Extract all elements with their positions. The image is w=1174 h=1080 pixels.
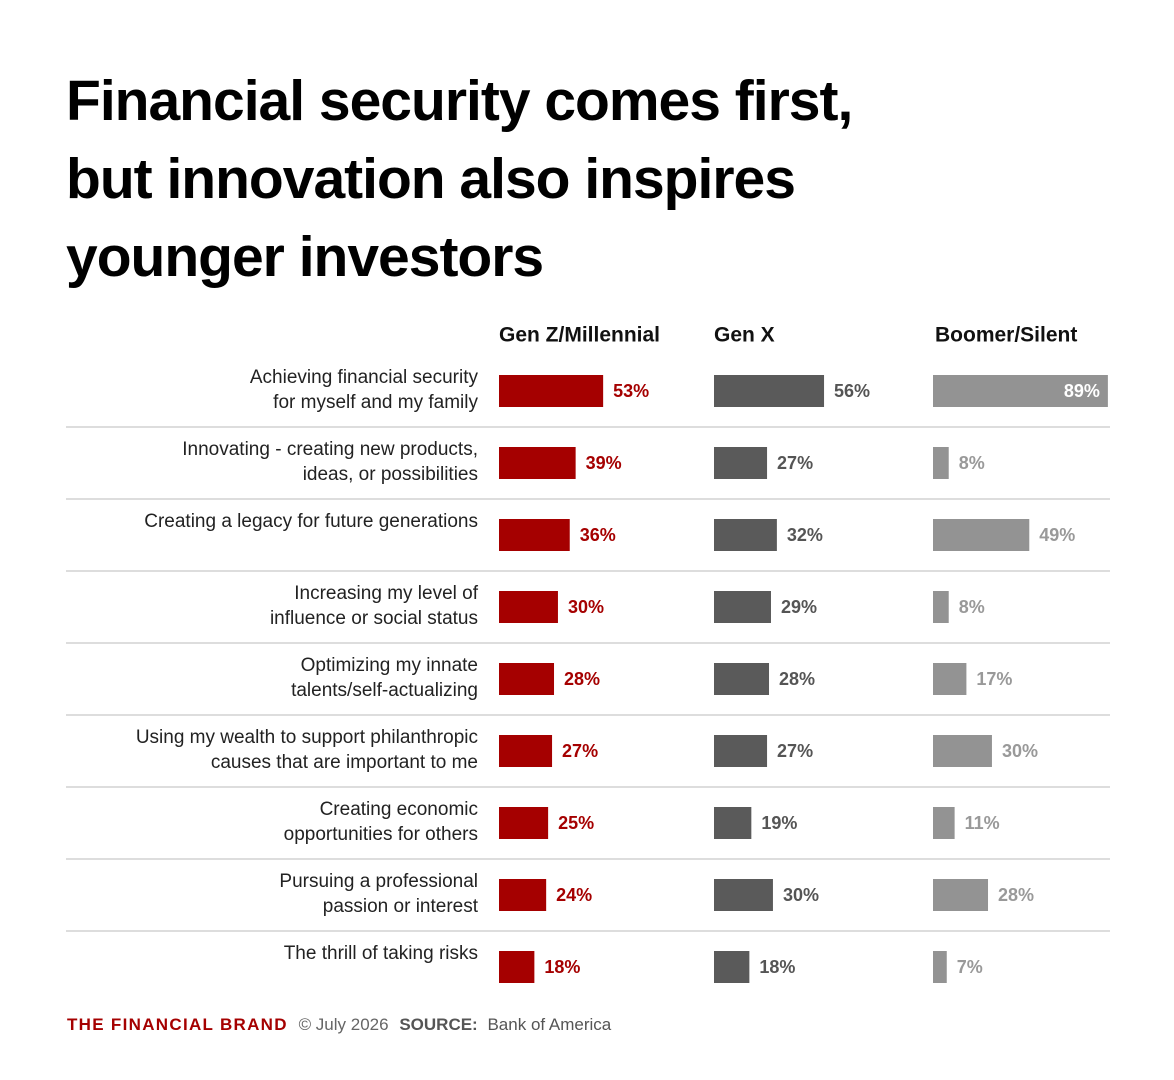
chart-title: younger investors [66,225,543,289]
category-label: opportunities for others [284,824,478,845]
data-label: 28% [998,885,1034,905]
legend-label: Gen Z/Millennial [499,324,660,347]
category-label: causes that are important to me [211,752,478,773]
data-label: 36% [580,525,616,545]
data-label: 18% [544,957,580,977]
bar [714,519,777,551]
footer: THE FINANCIAL BRAND © July 2026 SOURCE: … [67,1015,612,1034]
bar [714,447,768,479]
bar [933,375,1108,407]
bar [714,735,768,767]
data-label: 30% [1002,741,1038,761]
bar [933,591,949,623]
bar [933,447,949,479]
data-label: 30% [568,597,604,617]
data-label: 53% [613,381,649,401]
bar [933,663,967,695]
bar [499,375,604,407]
category-label: Using my wealth to support philanthropic [136,727,478,748]
bar [933,735,992,767]
category-label: ideas, or possibilities [303,464,478,485]
data-label: 56% [834,381,870,401]
data-label: 29% [781,597,817,617]
bar [499,807,549,839]
date: © July 2026 [299,1015,389,1034]
category-label: Optimizing my innate [301,655,478,676]
category-label: Creating economic [320,799,478,820]
data-label: 18% [759,957,795,977]
source-label: SOURCE: [399,1015,477,1034]
bar [933,951,947,983]
category-label: The thrill of taking risks [284,943,478,964]
legend-label: Boomer/Silent [935,324,1077,347]
data-label: 27% [777,453,813,473]
source: Bank of America [487,1015,611,1034]
data-label: 32% [787,525,823,545]
data-label: 8% [959,453,985,473]
data-label: 25% [558,813,594,833]
bar [933,807,955,839]
bar [499,735,553,767]
data-label: 24% [556,885,592,905]
data-label: 89% [1064,381,1100,401]
category-label: Achieving financial security [250,367,479,388]
category-label: Pursuing a professional [279,871,478,892]
bar [714,375,825,407]
bar [499,591,558,623]
bar [714,663,770,695]
bar [714,591,771,623]
bar [499,951,535,983]
data-label: 28% [564,669,600,689]
data-label: 7% [957,957,983,977]
bar [714,879,773,911]
category-label: Increasing my level of [294,583,478,604]
bar [499,519,570,551]
data-label: 30% [783,885,819,905]
chart-title: but innovation also inspires [66,147,795,211]
data-label: 27% [777,741,813,761]
chart-title: Financial security comes first, [66,69,852,133]
data-label: 8% [959,597,985,617]
bar [933,519,1030,551]
bar [499,663,555,695]
bar [714,951,750,983]
data-label: 19% [761,813,797,833]
data-label: 39% [586,453,622,473]
brand: THE FINANCIAL BRAND [67,1015,288,1034]
legend-label: Gen X [714,324,775,347]
bar [499,447,576,479]
category-label: Innovating - creating new products, [182,439,478,460]
bar [499,879,547,911]
data-label: 17% [976,669,1012,689]
category-label: Creating a legacy for future generations [144,511,478,532]
category-label: talents/self-actualizing [291,680,478,701]
data-label: 49% [1039,525,1075,545]
data-label: 11% [965,813,1000,833]
data-label: 27% [562,741,598,761]
bar [714,807,752,839]
bar [933,879,989,911]
category-label: influence or social status [270,608,478,629]
category-label: for myself and my family [273,392,478,413]
category-label: passion or interest [323,896,479,917]
data-label: 28% [779,669,815,689]
